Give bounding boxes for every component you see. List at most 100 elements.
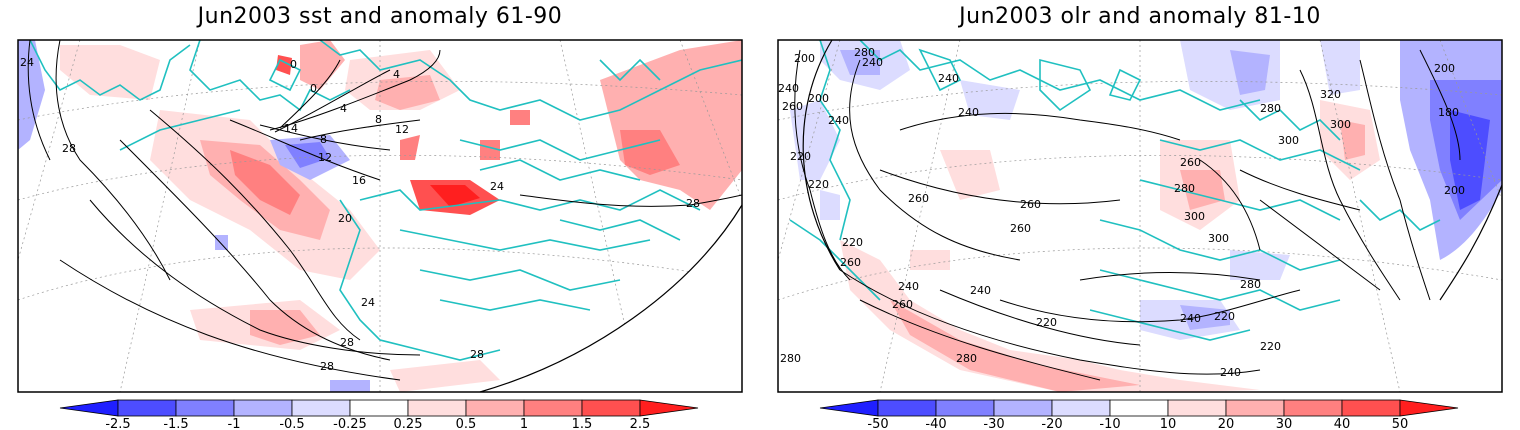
contour-label: 200 <box>1434 62 1455 75</box>
contour-label: 200 <box>808 92 829 105</box>
contour-label: 300 <box>1184 210 1205 223</box>
sst-colorbar-bin-4 <box>291 399 351 417</box>
contour-label: 24 <box>361 296 375 309</box>
contour-label: 24 <box>20 56 34 69</box>
olr-colorbar-label: 10 <box>1160 417 1177 430</box>
contour-label: 260 <box>840 256 861 269</box>
contour-label: 8 <box>375 113 382 126</box>
sst-colorbar-bin-6 <box>407 399 467 417</box>
sst-colorbar-bin-2 <box>175 399 235 417</box>
contour-label: 28 <box>470 348 484 361</box>
contour-label: 240 <box>778 82 799 95</box>
contour-label: 240 <box>898 280 919 293</box>
olr-panel: Jun2003 olr and anomaly 81-10 <box>760 0 1520 430</box>
contour-label: 220 <box>1260 340 1281 353</box>
sst-colorbar-bin-5 <box>349 399 409 417</box>
olr-map-frame <box>777 39 1503 393</box>
sst-graticule <box>18 40 742 392</box>
contour-label: 280 <box>956 352 977 365</box>
contour-label: 20 <box>338 212 352 225</box>
olr-coastlines <box>789 40 1441 341</box>
olr-colorbar: -50 -40 -30 -20 -10 10 20 30 40 50 <box>819 399 1459 430</box>
sst-panel: Jun2003 sst and anomaly 61-90 <box>17 4 743 430</box>
contour-label: 280 <box>854 46 875 59</box>
olr-contours <box>794 49 1461 381</box>
contour-label: 300 <box>1330 118 1351 131</box>
contour-label: 12 <box>395 123 409 136</box>
contour-label: 240 <box>938 72 959 85</box>
sst-colorbar-label: -0.25 <box>333 417 367 430</box>
contour-label: 300 <box>1208 232 1229 245</box>
contour-label: 200 <box>1444 184 1465 197</box>
sst-colorbar-label: 0.25 <box>394 417 423 430</box>
olr-domain-edge-west <box>802 39 841 271</box>
contour-label: 12 <box>318 151 332 164</box>
sst-colorbar-label: -0.5 <box>279 417 304 430</box>
contour-label: 8 <box>320 133 327 146</box>
olr-colorbar-bin-2 <box>935 399 995 417</box>
sst-colorbar-bin-3 <box>233 399 293 417</box>
contour-label: 260 <box>908 192 929 205</box>
contour-label: 260 <box>1020 198 1041 211</box>
olr-colorbar-bin-7 <box>1225 399 1285 417</box>
olr-colorbar-bin-0 <box>819 399 879 417</box>
sst-colorbar-label: -1 <box>228 417 241 430</box>
contour-label: 240 <box>828 114 849 127</box>
sst-colorbar-label: -2.5 <box>105 417 130 430</box>
olr-colorbar-label: -20 <box>1041 417 1062 430</box>
olr-domain-edge-east <box>1439 184 1503 301</box>
sst-coastlines <box>29 40 742 361</box>
sst-colorbar-bin-0 <box>59 399 119 417</box>
sst-colorbar-label: 0.5 <box>456 417 477 430</box>
olr-map-area: 200 200 220 220 220 240 240 240 240 240 … <box>778 40 1502 392</box>
sst-map-svg: 24 28 0 0 4 4 8 8 12 12 14 16 20 24 24 2… <box>17 39 743 430</box>
olr-colorbar-label: -40 <box>925 417 946 430</box>
contour-label: 220 <box>1214 310 1235 323</box>
olr-colorbar-label: 20 <box>1218 417 1235 430</box>
contour-label: 260 <box>1010 222 1031 235</box>
contour-label: 280 <box>1240 278 1261 291</box>
contour-label: 24 <box>490 180 504 193</box>
contour-label: 240 <box>958 106 979 119</box>
sst-colorbar-bin-9 <box>581 399 641 417</box>
contour-label: 240 <box>1180 312 1201 325</box>
contour-label: 280 <box>1260 102 1281 115</box>
olr-contour-labels: 200 200 220 220 220 240 240 240 240 240 … <box>778 46 1465 379</box>
contour-label: 260 <box>782 100 803 113</box>
olr-colorbar-label: -50 <box>867 417 888 430</box>
sst-colorbar-bin-7 <box>465 399 525 417</box>
sst-colorbar-bin-8 <box>523 399 583 417</box>
contour-label: 320 <box>1320 88 1341 101</box>
contour-label: 0 <box>310 82 317 95</box>
contour-label: 240 <box>1220 366 1241 379</box>
contour-label: 28 <box>340 336 354 349</box>
sst-map-frame <box>17 39 743 393</box>
contour-label: 260 <box>1180 156 1201 169</box>
contour-label: 280 <box>780 352 801 365</box>
contour-label: 220 <box>1036 316 1057 329</box>
contour-label: 14 <box>284 122 298 135</box>
olr-colorbar-bin-10 <box>1399 399 1459 417</box>
sst-map-title: Jun2003 sst and anomaly 61-90 <box>197 4 563 29</box>
olr-colorbar-bin-8 <box>1283 399 1343 417</box>
olr-colorbar-label: -30 <box>983 417 1004 430</box>
contour-label: 180 <box>1438 106 1459 119</box>
sst-colorbar-label: 1 <box>520 417 528 430</box>
sst-colorbar: -2.5 -1.5 -1 -0.5 -0.25 0.25 0.5 1 1.5 2… <box>59 399 699 430</box>
sst-colorbar-bin-10 <box>639 399 699 417</box>
contour-label: 4 <box>393 68 400 81</box>
sst-contours <box>27 40 742 381</box>
olr-anomaly-shading <box>790 40 1502 392</box>
sst-colorbar-bin-1 <box>117 399 177 417</box>
contour-label: 28 <box>686 197 700 210</box>
contour-label: 200 <box>794 52 815 65</box>
contour-label: 0 <box>290 58 297 71</box>
contour-label: 28 <box>62 142 76 155</box>
contour-label: 220 <box>842 236 863 249</box>
olr-colorbar-label: 30 <box>1276 417 1293 430</box>
olr-colorbar-bin-4 <box>1051 399 1111 417</box>
olr-map-title: Jun2003 olr and anomaly 81-10 <box>959 4 1321 29</box>
contour-label: 220 <box>808 178 829 191</box>
contour-label: 300 <box>1278 134 1299 147</box>
sst-colorbar-label: 2.5 <box>630 417 651 430</box>
